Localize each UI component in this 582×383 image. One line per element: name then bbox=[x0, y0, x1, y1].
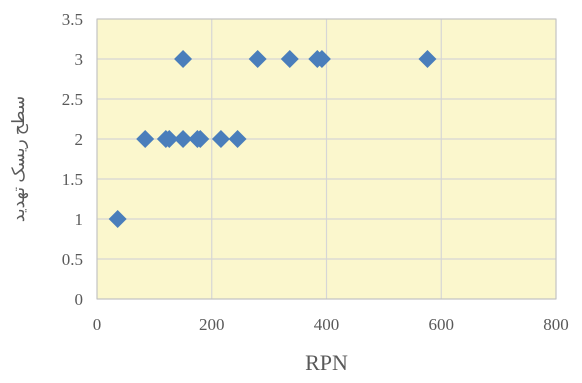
data-point bbox=[312, 50, 331, 68]
data-point bbox=[174, 130, 193, 148]
data-point bbox=[228, 130, 247, 148]
grid-lines bbox=[96, 18, 557, 300]
y-tick-label: 3.5 bbox=[62, 10, 83, 29]
y-tick-label: 2.5 bbox=[62, 90, 83, 109]
y-tick-label: 0.5 bbox=[62, 250, 83, 269]
y-tick-label: 2 bbox=[75, 130, 84, 149]
data-point bbox=[280, 50, 299, 68]
data-point bbox=[160, 130, 179, 148]
data-point bbox=[191, 130, 210, 148]
data-point bbox=[211, 130, 230, 148]
y-tick-label: 1.5 bbox=[62, 170, 83, 189]
data-points bbox=[108, 50, 437, 228]
data-point bbox=[418, 50, 437, 68]
y-axis-label: سطح ریسک تهدید bbox=[9, 96, 29, 222]
y-tick-label: 0 bbox=[75, 290, 84, 309]
y-tick-label: 3 bbox=[75, 50, 84, 69]
x-axis-label: RPN bbox=[305, 350, 348, 375]
plot-border bbox=[96, 18, 557, 300]
x-tick-label: 400 bbox=[314, 315, 340, 334]
x-tick-label: 200 bbox=[199, 315, 225, 334]
data-point bbox=[174, 50, 193, 68]
data-point bbox=[248, 50, 267, 68]
y-axis-ticks: 0 0.5 1 1.5 2 2.5 3 3.5 bbox=[62, 10, 83, 309]
x-tick-label: 600 bbox=[429, 315, 455, 334]
data-point bbox=[108, 210, 127, 228]
x-tick-label: 800 bbox=[543, 315, 569, 334]
y-tick-label: 1 bbox=[75, 210, 84, 229]
data-point bbox=[136, 130, 155, 148]
x-tick-label: 0 bbox=[93, 315, 102, 334]
x-axis-ticks: 0 200 400 600 800 bbox=[93, 315, 569, 334]
